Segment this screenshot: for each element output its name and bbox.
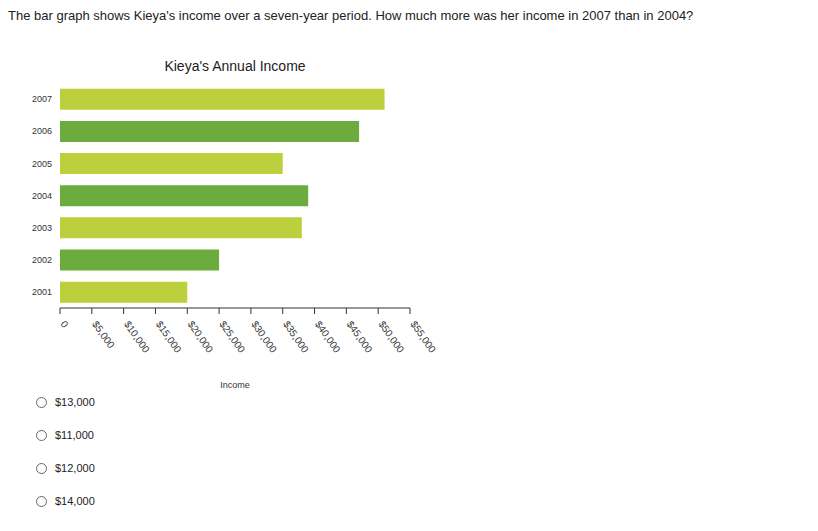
svg-text:$40,000: $40,000 bbox=[313, 319, 343, 355]
html-text:The bar graph shows Kieya's in: The bar graph shows Kieya's income over … bbox=[8, 8, 694, 23]
svg-text:2006: 2006 bbox=[32, 126, 52, 136]
svg-text:$10,000: $10,000 bbox=[122, 319, 152, 355]
html-text:$11,000: $11,000 bbox=[55, 429, 94, 441]
svg-text:$50,000: $50,000 bbox=[377, 319, 407, 355]
svg-text:2001: 2001 bbox=[32, 287, 52, 297]
svg-text:2002: 2002 bbox=[32, 255, 52, 265]
svg-text:$15,000: $15,000 bbox=[154, 319, 184, 355]
svg-text:$5,000: $5,000 bbox=[90, 319, 117, 351]
svg-text:$30,000: $30,000 bbox=[249, 319, 279, 355]
html-text:Kieya's Annual Income: Kieya's Annual Income bbox=[164, 58, 306, 74]
svg-text:Income: Income bbox=[220, 380, 250, 388]
svg-text:2005: 2005 bbox=[32, 159, 52, 169]
html-text:$13,000: $13,000 bbox=[55, 396, 95, 408]
svg-text:0: 0 bbox=[58, 319, 70, 330]
svg-text:2007: 2007 bbox=[32, 94, 52, 104]
html-text:$14,000: $14,000 bbox=[55, 495, 95, 507]
html-text:$12,000: $12,000 bbox=[55, 462, 95, 474]
svg-text:$25,000: $25,000 bbox=[217, 319, 247, 355]
svg-text:$20,000: $20,000 bbox=[186, 319, 216, 355]
svg-text:$35,000: $35,000 bbox=[281, 319, 311, 355]
svg-text:$55,000: $55,000 bbox=[408, 319, 438, 355]
svg-text:2003: 2003 bbox=[32, 223, 52, 233]
svg-text:2004: 2004 bbox=[32, 191, 52, 201]
svg-text:$45,000: $45,000 bbox=[345, 319, 375, 355]
